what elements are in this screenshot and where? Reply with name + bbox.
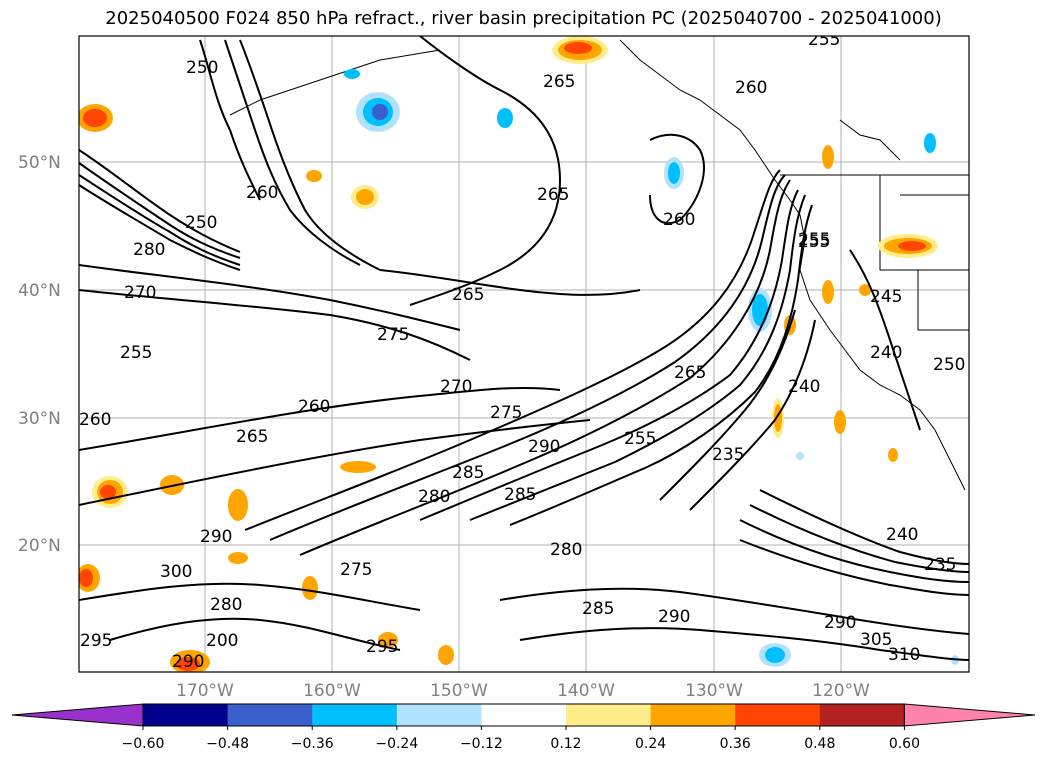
colorbar-tick-label: −0.60: [122, 736, 165, 752]
svg-text:265: 265: [674, 363, 706, 383]
colorbar-tick-label: 0.12: [550, 736, 581, 752]
svg-text:260: 260: [663, 210, 695, 230]
svg-text:290: 290: [658, 607, 690, 627]
coastlines: [229, 39, 969, 491]
colorbar-outline: [142, 703, 905, 727]
colorbar-tick-label: 0.48: [804, 736, 835, 752]
svg-text:275: 275: [377, 325, 409, 345]
colorbar-segment: [650, 704, 736, 726]
svg-text:290: 290: [528, 437, 560, 457]
svg-text:290: 290: [200, 527, 232, 547]
svg-text:265: 265: [452, 285, 484, 305]
svg-text:265: 265: [236, 427, 268, 447]
lon-label-140w: 140°W: [557, 681, 615, 701]
refractivity-contours: [79, 36, 969, 661]
colorbar-segment: [481, 704, 567, 726]
svg-text:270: 270: [124, 283, 156, 303]
contour-labels: 250 255 265 265 260 260 255 275 250 280 …: [79, 30, 965, 672]
svg-text:255: 255: [808, 30, 840, 50]
svg-text:290: 290: [172, 652, 204, 672]
svg-text:275: 275: [340, 560, 372, 580]
colorbar-segment: [566, 704, 652, 726]
svg-text:250: 250: [933, 355, 965, 375]
svg-text:235: 235: [924, 555, 956, 575]
colorbar-tick-label: −0.36: [291, 736, 334, 752]
lon-label-130w: 130°W: [685, 681, 743, 701]
colorbar-segment: [819, 704, 905, 726]
svg-text:260: 260: [298, 397, 330, 417]
colorbar-extend-high: [903, 703, 1036, 727]
svg-text:235: 235: [712, 445, 744, 465]
lon-label-120w: 120°W: [812, 681, 870, 701]
svg-text:260: 260: [79, 410, 111, 430]
lat-label-40n: 40°N: [18, 281, 61, 301]
colorbar-segment: [227, 704, 313, 726]
svg-text:285: 285: [452, 463, 484, 483]
lon-label-160w: 160°W: [303, 681, 361, 701]
svg-text:255: 255: [120, 343, 152, 363]
svg-text:240: 240: [886, 525, 918, 545]
svg-text:305: 305: [860, 630, 892, 650]
lon-label-170w: 170°W: [176, 681, 234, 701]
svg-text:255: 255: [624, 429, 656, 449]
svg-text:295: 295: [80, 631, 112, 651]
lat-label-30n: 30°N: [18, 409, 61, 429]
svg-text:250: 250: [185, 213, 217, 233]
svg-text:280: 280: [133, 240, 165, 260]
svg-text:270: 270: [440, 377, 472, 397]
svg-text:200: 200: [206, 631, 238, 651]
svg-text:300: 300: [160, 562, 192, 582]
colorbar-tick-label: −0.48: [206, 736, 249, 752]
plot-area: [79, 36, 969, 672]
svg-text:240: 240: [788, 377, 820, 397]
colorbar-segment: [735, 704, 821, 726]
latitude-labels: 50°N 40°N 30°N 20°N: [18, 153, 61, 556]
colorbar-tick-label: 0.60: [889, 736, 920, 752]
svg-text:290: 290: [824, 613, 856, 633]
lon-label-150w: 150°W: [430, 681, 488, 701]
colorbar-segment: [396, 704, 482, 726]
colorbar-extend-low: [11, 703, 144, 727]
svg-text:280: 280: [210, 595, 242, 615]
svg-text:265: 265: [543, 72, 575, 92]
lat-label-20n: 20°N: [18, 536, 61, 556]
map-title: 2025040500 F024 850 hPa refract., river …: [105, 8, 942, 29]
svg-text:275: 275: [490, 403, 522, 423]
longitude-labels: 170°W 160°W 150°W 140°W 130°W 120°W: [176, 681, 870, 701]
colorbar-tick-label: −0.12: [460, 736, 503, 752]
svg-text:280: 280: [550, 540, 582, 560]
colorbar-segment: [312, 704, 398, 726]
svg-text:255: 255: [798, 232, 830, 252]
svg-text:295: 295: [366, 637, 398, 657]
svg-text:260: 260: [246, 183, 278, 203]
svg-text:265: 265: [537, 185, 569, 205]
svg-text:310: 310: [888, 645, 920, 665]
lat-label-50n: 50°N: [18, 153, 61, 173]
svg-text:255: 255: [798, 230, 830, 250]
svg-text:285: 285: [504, 485, 536, 505]
colorbar-tick-label: −0.24: [375, 736, 418, 752]
colorbar-segment: [143, 704, 229, 726]
svg-text:240: 240: [870, 343, 902, 363]
colorbar: −0.60 −0.48 −0.36 −0.24 −0.12 0.12 0.24 0.36 0.4…: [11, 703, 1036, 752]
svg-text:245: 245: [870, 287, 902, 307]
svg-text:260: 260: [735, 78, 767, 98]
colorbar-tick-label: 0.24: [635, 736, 666, 752]
svg-text:250: 250: [186, 58, 218, 78]
svg-text:280: 280: [418, 487, 450, 507]
plot-frame: [78, 35, 970, 673]
svg-text:285: 285: [582, 599, 614, 619]
precip-anomaly-patches: [79, 36, 959, 672]
colorbar-tick-label: 0.36: [720, 736, 751, 752]
